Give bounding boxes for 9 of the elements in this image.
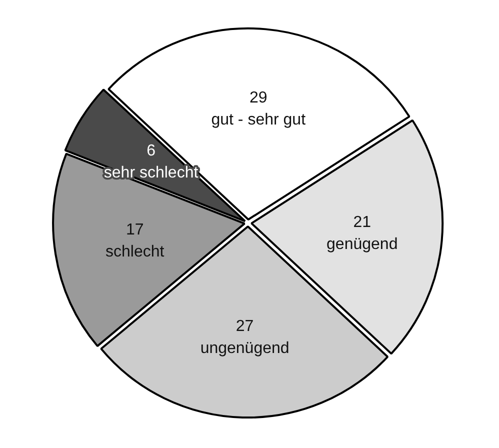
data-label: 27: [236, 318, 254, 335]
data-label: 29: [249, 89, 268, 106]
slice-label: schlecht: [106, 244, 165, 261]
slice-label: genügend: [326, 236, 398, 253]
slice-label: ungenügend: [200, 340, 290, 357]
slice-label: gut - sehr gut: [211, 111, 306, 128]
data-label: 6: [146, 142, 156, 160]
data-label: 17: [126, 222, 144, 239]
data-label: 21: [353, 214, 372, 231]
